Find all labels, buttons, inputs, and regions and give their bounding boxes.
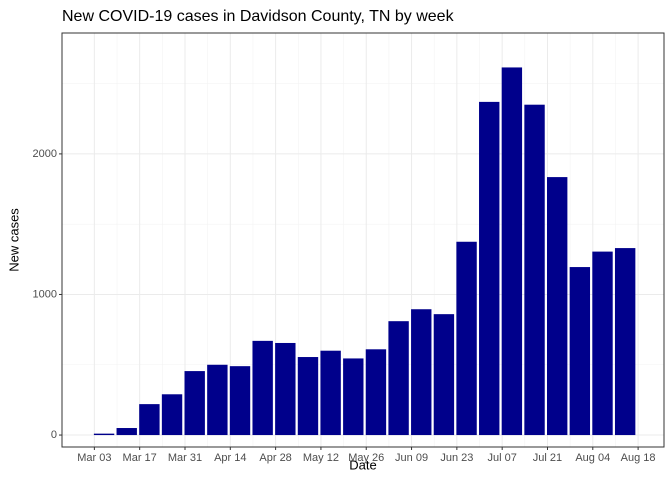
- x-tick-label: Jun 09: [395, 452, 428, 464]
- x-axis-label: Date: [349, 457, 376, 472]
- bar: [569, 267, 591, 436]
- bar: [501, 67, 523, 436]
- bar: [365, 349, 387, 436]
- bar: [184, 371, 205, 436]
- bar: [252, 340, 273, 436]
- bar: [433, 314, 455, 436]
- x-tick-label: Mar 03: [77, 452, 111, 464]
- bar: [93, 433, 115, 436]
- chart-title: New COVID-19 cases in Davidson County, T…: [62, 8, 455, 25]
- bar: [592, 251, 613, 436]
- bar: [207, 364, 228, 436]
- bar: [456, 241, 477, 436]
- bar: [275, 342, 296, 436]
- bar: [116, 428, 137, 436]
- bar: [343, 358, 364, 436]
- bar: [479, 101, 500, 436]
- x-tick-label: Aug 04: [575, 452, 610, 464]
- bar: [161, 394, 183, 436]
- y-tick-label: 1000: [33, 288, 57, 300]
- y-axis-label: New cases: [6, 208, 21, 272]
- x-tick-label: Apr 14: [214, 452, 246, 464]
- bar: [297, 357, 319, 436]
- bar: [320, 350, 341, 436]
- x-tick-label: Jul 21: [533, 452, 562, 464]
- x-tick-label: Apr 28: [259, 452, 291, 464]
- y-tick-label: 2000: [33, 148, 57, 160]
- x-tick-label: Mar 31: [168, 452, 202, 464]
- x-tick-label: May 26: [348, 452, 384, 464]
- bar: [139, 404, 160, 436]
- bar: [614, 248, 636, 436]
- bar: [411, 309, 432, 436]
- bar: [546, 177, 568, 436]
- bar: [229, 366, 251, 436]
- bar: [388, 321, 409, 436]
- x-tick-label: Jul 07: [487, 452, 516, 464]
- x-tick-label: Mar 17: [123, 452, 157, 464]
- y-tick-label: 0: [51, 429, 57, 441]
- panel-border: [61, 32, 665, 448]
- x-tick-label: Jun 23: [440, 452, 473, 464]
- x-tick-label: May 12: [303, 452, 339, 464]
- x-tick-label: Aug 18: [621, 452, 656, 464]
- bar: [524, 104, 545, 436]
